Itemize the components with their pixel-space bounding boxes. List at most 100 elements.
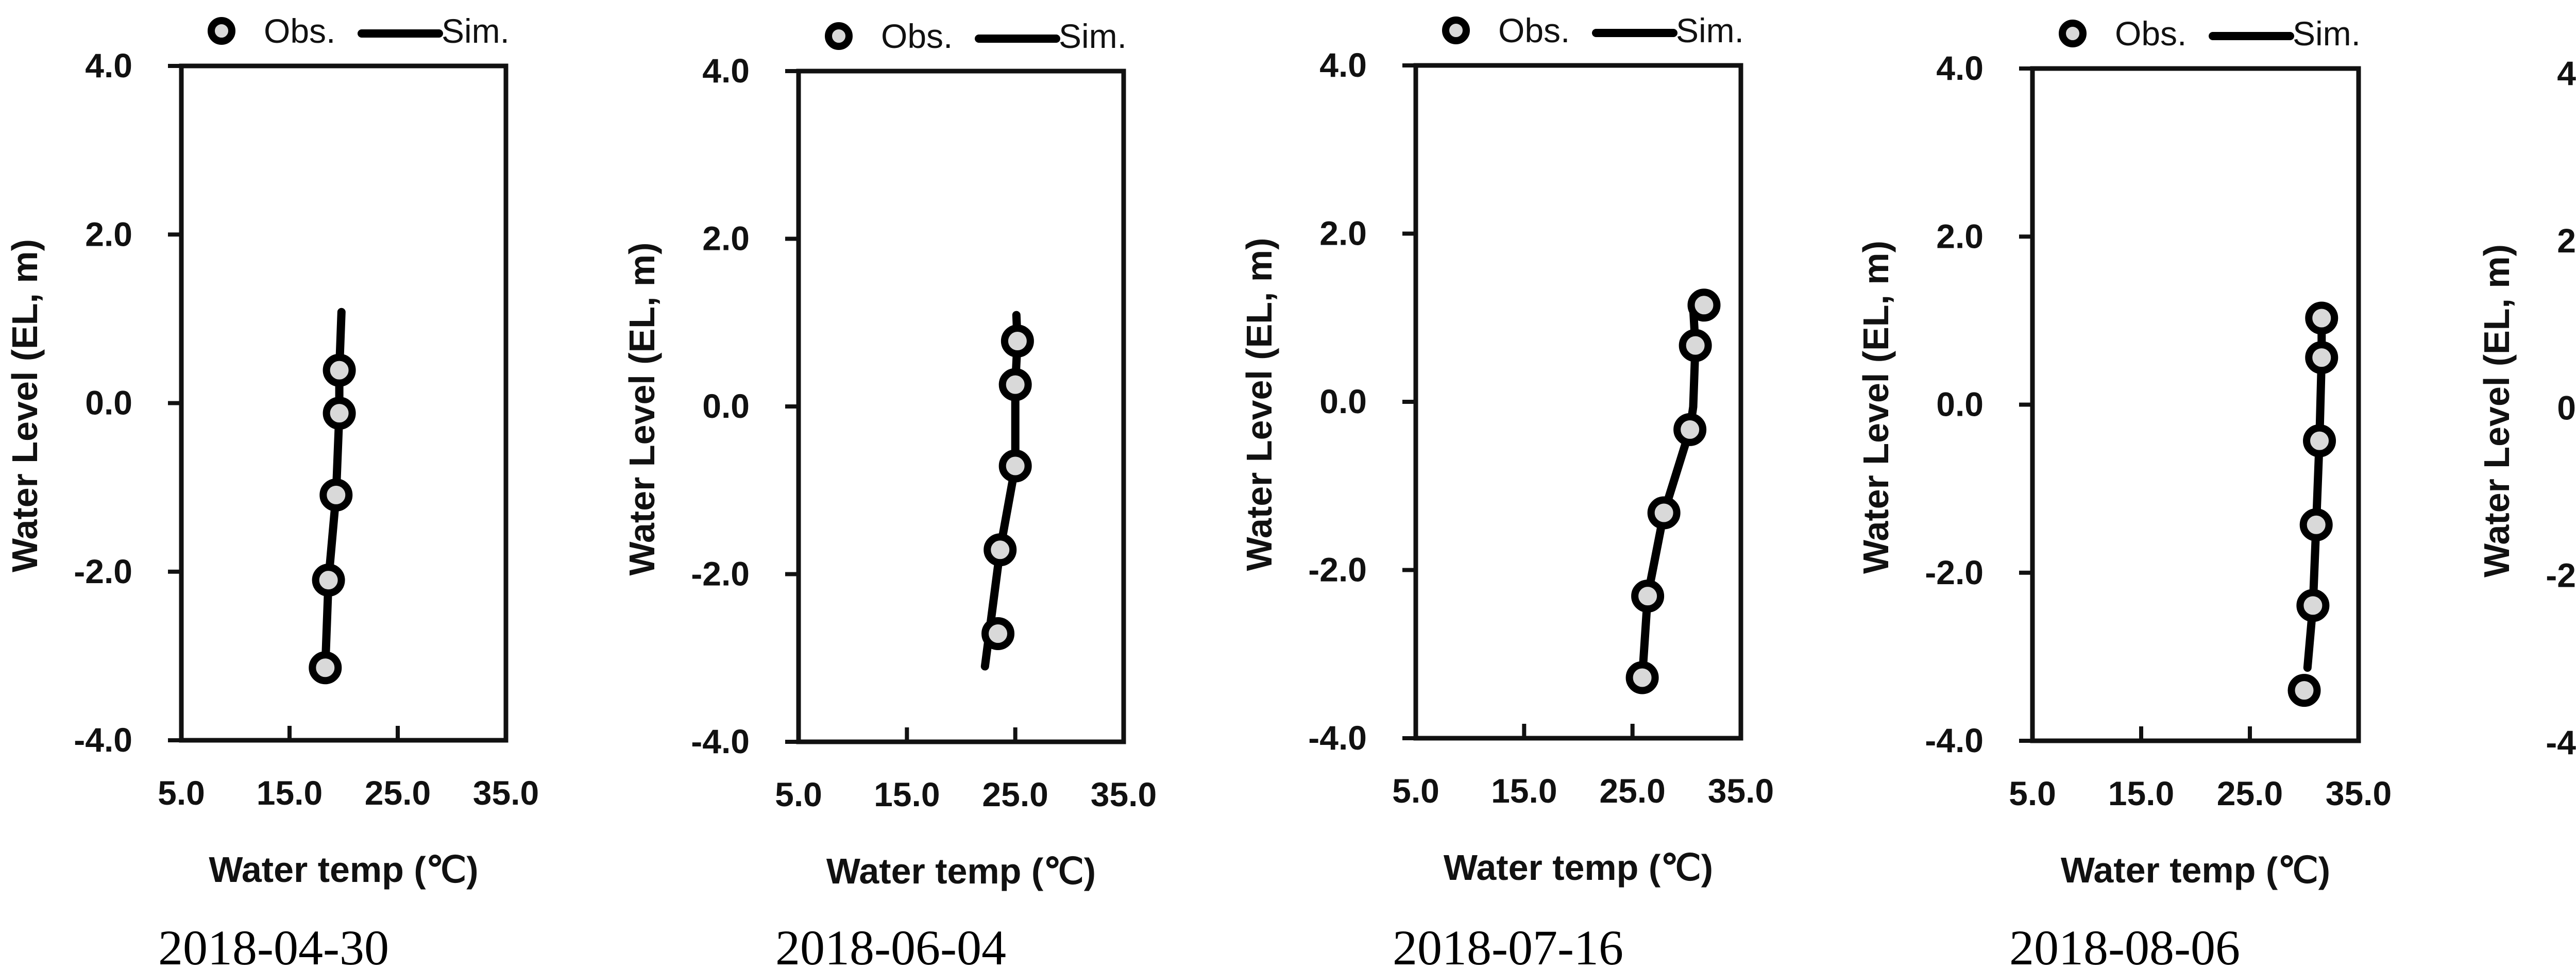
legend: Obs. Sim. bbox=[825, 17, 1127, 55]
y-tick-label: 2.0 bbox=[2557, 222, 2576, 260]
legend-obs-label: Obs. bbox=[1498, 11, 1570, 49]
y-tick-label: 4.0 bbox=[2557, 54, 2576, 92]
x-tick-label: 5.0 bbox=[2009, 774, 2056, 812]
obs-data-point bbox=[312, 564, 345, 597]
y-tick-label: -2.0 bbox=[74, 552, 132, 590]
plot-frame bbox=[796, 69, 1126, 744]
x-tick-label: 25.0 bbox=[1599, 772, 1665, 810]
legend-obs-marker-icon bbox=[825, 22, 853, 50]
y-axis-title: Water Level (EL, m) bbox=[622, 243, 662, 576]
x-axis-title: Water temp (℃) bbox=[209, 849, 478, 890]
x-tick-label: 35.0 bbox=[473, 774, 539, 812]
legend-obs-label: Obs. bbox=[264, 12, 335, 50]
x-tick-label: 5.0 bbox=[775, 775, 822, 813]
y-tick-label: -2.0 bbox=[2546, 556, 2576, 594]
y-tick-label: 0.0 bbox=[85, 384, 132, 422]
y-tick-label: -2.0 bbox=[691, 555, 750, 593]
x-tick-label: 25.0 bbox=[2217, 774, 2283, 812]
chart-panel-4: 4.0 2.0 0.0 -2.0 -4.0 5.0 15.0 25.0 35.0 Water te… bbox=[1856, 14, 2392, 969]
legend-obs-label: Obs. bbox=[881, 17, 953, 55]
obs-data-point bbox=[984, 533, 1017, 567]
y-tick-label: 4.0 bbox=[85, 46, 132, 84]
obs-data-point bbox=[1647, 496, 1681, 530]
y-tick-label: 0.0 bbox=[2557, 389, 2576, 427]
y-axis-title: Water Level (EL, m) bbox=[2477, 244, 2517, 577]
x-tick-label: 35.0 bbox=[1708, 772, 1774, 810]
x-axis-title: Water temp (℃) bbox=[2061, 850, 2330, 890]
obs-data-point bbox=[1687, 288, 1721, 322]
obs-data-point bbox=[2287, 674, 2321, 707]
y-tick-label: -4.0 bbox=[74, 721, 132, 759]
obs-data-point bbox=[309, 651, 342, 685]
obs-data-point bbox=[2305, 341, 2338, 375]
obs-data-point bbox=[2299, 508, 2333, 541]
obs-data-point bbox=[1001, 325, 1034, 358]
obs-data-point bbox=[1625, 661, 1659, 694]
date-label: 2018-07-16 bbox=[1393, 920, 1623, 969]
date-label: 2018-04-30 bbox=[158, 920, 389, 969]
chart-panel-3: 4.0 2.0 0.0 -2.0 -4.0 5.0 15.0 25.0 35.0 Water te… bbox=[1239, 11, 1774, 969]
legend-obs-label: Obs. bbox=[2115, 14, 2187, 53]
y-tick-label: -2.0 bbox=[1925, 553, 1984, 591]
x-tick-label: 25.0 bbox=[365, 774, 431, 812]
x-tick-label: 15.0 bbox=[874, 775, 940, 813]
legend-sim-label: Sim. bbox=[2293, 14, 2361, 53]
legend: Obs. Sim. bbox=[2059, 14, 2361, 53]
x-tick-label: 5.0 bbox=[1392, 772, 1439, 810]
obs-data-point bbox=[1673, 413, 1707, 446]
y-tick-label: 0.0 bbox=[702, 387, 750, 425]
sim-series-line bbox=[1638, 303, 1700, 682]
date-label: 2018-08-06 bbox=[2009, 920, 2240, 969]
x-tick-label: 5.0 bbox=[158, 774, 205, 812]
y-tick-label: -4.0 bbox=[2546, 723, 2576, 761]
y-tick-label: 4.0 bbox=[1936, 49, 1984, 87]
y-tick-label: -4.0 bbox=[691, 722, 750, 760]
y-tick-label: 0.0 bbox=[1936, 385, 1984, 423]
y-tick-label: 2.0 bbox=[1936, 217, 1984, 255]
obs-data-point bbox=[998, 449, 1032, 483]
legend-obs-marker-icon bbox=[208, 17, 235, 45]
obs-data-point bbox=[2305, 301, 2338, 335]
y-tick-label: 4.0 bbox=[1319, 46, 1367, 84]
legend-obs-marker-icon bbox=[2059, 20, 2087, 47]
legend: Obs. Sim. bbox=[1442, 11, 1744, 49]
legend-obs-marker-icon bbox=[1442, 16, 1470, 44]
y-tick-label: 2.0 bbox=[702, 219, 750, 258]
sim-series-line bbox=[980, 311, 1022, 671]
y-axis-title: Water Level (EL, m) bbox=[1239, 238, 1279, 571]
x-tick-label: 35.0 bbox=[2326, 774, 2392, 812]
x-axis-title: Water temp (℃) bbox=[1444, 847, 1713, 888]
x-axis-title: Water temp (℃) bbox=[826, 851, 1096, 891]
legend-sim-label: Sim. bbox=[442, 12, 510, 50]
legend-sim-label: Sim. bbox=[1059, 17, 1127, 55]
chart-panel-2: 4.0 2.0 0.0 -2.0 -4.0 5.0 15.0 25.0 35.0 Water te… bbox=[622, 17, 1157, 969]
x-tick-label: 35.0 bbox=[1091, 775, 1157, 813]
obs-data-point bbox=[1631, 580, 1665, 613]
y-tick-label: -4.0 bbox=[1308, 719, 1367, 757]
legend-sim-label: Sim. bbox=[1676, 11, 1744, 49]
x-tick-label: 15.0 bbox=[257, 774, 323, 812]
obs-data-point bbox=[2296, 589, 2330, 622]
obs-data-point bbox=[981, 617, 1015, 651]
obs-data-point bbox=[323, 397, 356, 430]
y-tick-label: 2.0 bbox=[85, 215, 132, 253]
y-tick-label: 0.0 bbox=[1319, 382, 1367, 420]
chart-panel-1: 4.0 2.0 0.0 -2.0 -4.0 5.0 15.0 25.0 35.0 Water te… bbox=[5, 12, 539, 969]
obs-data-point bbox=[323, 353, 356, 387]
y-tick-label: -4.0 bbox=[1925, 721, 1984, 759]
x-tick-label: 15.0 bbox=[2108, 774, 2174, 812]
date-label: 2018-06-04 bbox=[775, 920, 1006, 969]
y-axis-title: Water Level (EL, m) bbox=[5, 239, 45, 572]
obs-data-point bbox=[2303, 424, 2336, 457]
y-axis-title: Water Level (EL, m) bbox=[1856, 241, 1896, 574]
y-tick-label: 4.0 bbox=[702, 52, 750, 90]
x-tick-label: 15.0 bbox=[1491, 772, 1557, 810]
obs-data-point bbox=[319, 478, 353, 512]
legend: Obs. Sim. bbox=[208, 12, 510, 50]
x-tick-label: 25.0 bbox=[982, 775, 1048, 813]
y-tick-label: 2.0 bbox=[1319, 214, 1367, 252]
obs-data-point bbox=[998, 368, 1032, 401]
obs-data-point bbox=[1679, 329, 1712, 362]
